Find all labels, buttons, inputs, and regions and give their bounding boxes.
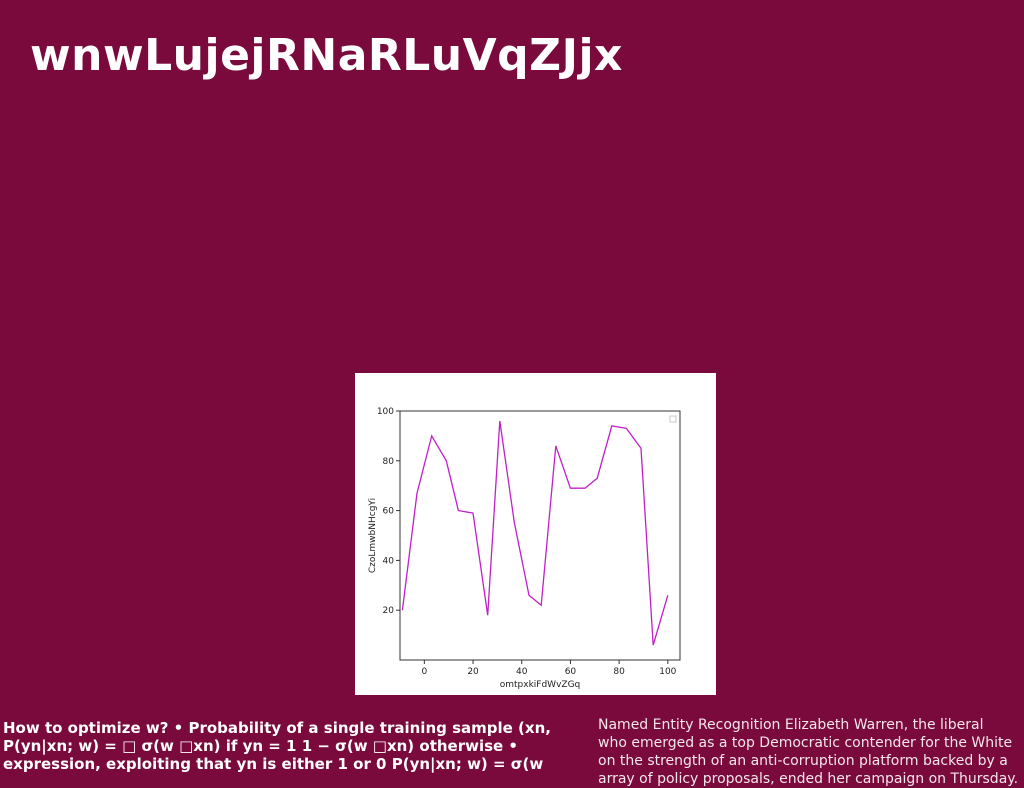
left-text-line: How to optimize w? • Probability of a si…: [3, 719, 551, 737]
x-tick-label: 60: [565, 667, 577, 677]
left-text-block: How to optimize w? • Probability of a si…: [3, 719, 588, 773]
x-tick-label: 20: [467, 667, 479, 677]
x-tick-label: 80: [613, 667, 625, 677]
y-axis-label: CzoLmwbNHcgYi: [368, 498, 378, 573]
chart-svg: 0 20 40 60 80 100 20 40 60 80 100 omtpxkiFdWvZGq Czo…: [368, 407, 681, 690]
plot-frame: [399, 410, 681, 661]
legend-box: [669, 415, 677, 423]
left-text-line: P(yn|xn; w) = □ σ(w □xn) if yn = 1 1 − σ…: [3, 737, 519, 755]
right-text-line: Named Entity Recognition Elizabeth Warre…: [598, 717, 984, 733]
right-text-line: array of policy proposals, ended her cam…: [598, 771, 1019, 787]
x-tick-label: 40: [516, 667, 528, 677]
y-tick-label: 80: [383, 457, 395, 467]
right-text-line: on the strength of an anti-corruption pl…: [598, 753, 1008, 769]
y-tick-label: 40: [383, 556, 395, 566]
y-tick-label: 20: [383, 606, 395, 616]
y-tick-label: 100: [377, 407, 394, 417]
right-text-block: Named Entity Recognition Elizabeth Warre…: [598, 716, 1024, 788]
left-text-line: expression, exploiting that yn is either…: [3, 755, 544, 773]
y-tick-label: 60: [383, 507, 395, 517]
series-line: [401, 420, 669, 646]
line-chart: 0 20 40 60 80 100 20 40 60 80 100 omtpxkiFdWvZGq Czo…: [355, 373, 716, 695]
x-tick-label: 0: [421, 667, 427, 677]
x-axis-label: omtpxkiFdWvZGq: [500, 680, 581, 690]
x-tick-label: 100: [659, 667, 676, 677]
slide-title: wnwLujejRNaRLuVqZJjx: [30, 30, 623, 81]
right-text-line: who emerged as a top Democratic contende…: [598, 735, 1013, 751]
